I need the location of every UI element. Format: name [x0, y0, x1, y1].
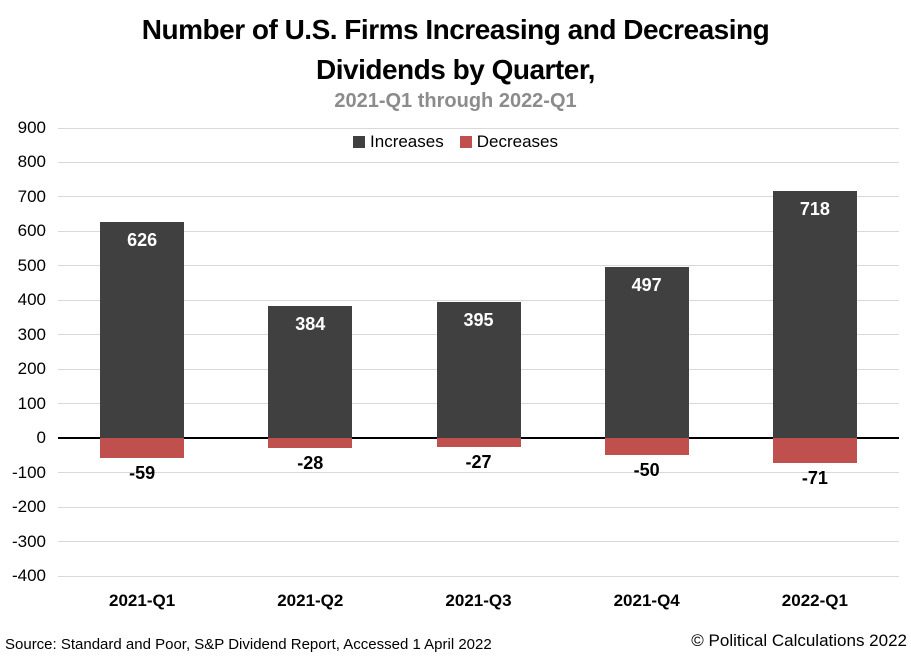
bar-value-label-decreases: -28	[297, 452, 324, 473]
bar-increases-2021-Q2	[268, 305, 353, 439]
y-axis-tick-label: 0	[36, 428, 46, 448]
y-axis-tick-label: 400	[17, 290, 46, 310]
bar-value-label-decreases: -59	[129, 463, 156, 484]
bar-value-label-decreases: -27	[465, 452, 492, 473]
y-axis-tick-label: -100	[11, 462, 46, 482]
y-axis-tick-label: 100	[17, 393, 46, 413]
bar-value-label-increases: 497	[631, 274, 662, 295]
x-axis-category-label: 2021-Q3	[445, 591, 512, 610]
bar-decreases-2021-Q3	[436, 438, 521, 448]
bar-value-label-decreases: -50	[633, 460, 660, 481]
legend-item-decreases: Decreases	[459, 132, 558, 152]
source-note: Source: Standard and Poor, S&P Dividend …	[5, 636, 492, 653]
legend-item-increases: Increases	[353, 132, 444, 152]
y-axis-tick-label: -400	[11, 566, 46, 585]
gridline	[58, 265, 899, 267]
chart-title-line2: Dividends by Quarter,	[316, 54, 595, 85]
gridline	[58, 127, 899, 129]
bar-decreases-2021-Q1	[100, 438, 185, 459]
y-axis-tick-label: 200	[17, 359, 46, 379]
bar-value-label-increases: 395	[463, 310, 494, 331]
chart-title: Number of U.S. Firms Increasing and Decr…	[0, 10, 911, 90]
y-axis-tick-label: 500	[17, 255, 46, 275]
bar-increases-2021-Q1	[100, 222, 185, 439]
chart-legend: Increases Decreases	[0, 132, 911, 152]
gridline	[58, 299, 899, 301]
bar-increases-2022-Q1	[772, 190, 857, 439]
bar-decreases-2021-Q2	[268, 438, 353, 448]
legend-label-decreases: Decreases	[476, 132, 558, 151]
bar-value-label-increases: 626	[127, 230, 158, 251]
bar-increases-2021-Q4	[604, 266, 689, 439]
copyright-note: © Political Calculations 2022	[691, 631, 907, 650]
x-axis-category-label: 2021-Q1	[109, 591, 176, 610]
x-axis-category-label: 2021-Q2	[277, 591, 344, 610]
chart-title-line1: Number of U.S. Firms Increasing and Decr…	[141, 14, 770, 45]
bar-value-label-increases: 718	[799, 198, 830, 219]
gridline	[58, 161, 899, 163]
x-axis-category-label: 2021-Q4	[613, 591, 680, 610]
gridline	[58, 506, 899, 508]
y-axis-tick-label: 800	[17, 152, 46, 172]
y-axis-tick-label: -300	[11, 531, 46, 551]
x-axis-category-label: 2022-Q1	[781, 591, 848, 610]
gridline	[58, 541, 899, 543]
bar-increases-2021-Q3	[436, 302, 521, 439]
decreases-swatch-icon	[459, 136, 472, 148]
legend-label-increases: Increases	[370, 132, 444, 151]
y-axis-tick-label: -200	[11, 497, 46, 517]
bar-value-label-decreases: -71	[801, 467, 828, 488]
gridline	[58, 230, 899, 232]
chart-subtitle: 2021-Q1 through 2022-Q1	[334, 90, 577, 112]
bar-decreases-2022-Q1	[772, 438, 857, 463]
gridline	[58, 196, 899, 198]
y-axis-tick-label: 600	[17, 221, 46, 241]
y-axis-tick-label: 900	[17, 118, 46, 137]
y-axis-tick-label: 300	[17, 324, 46, 344]
bar-decreases-2021-Q4	[604, 438, 689, 456]
increases-swatch-icon	[353, 136, 366, 148]
bar-value-label-increases: 384	[295, 313, 326, 334]
gridline	[58, 472, 899, 474]
y-axis-tick-label: 700	[17, 186, 46, 206]
gridline	[58, 575, 899, 577]
